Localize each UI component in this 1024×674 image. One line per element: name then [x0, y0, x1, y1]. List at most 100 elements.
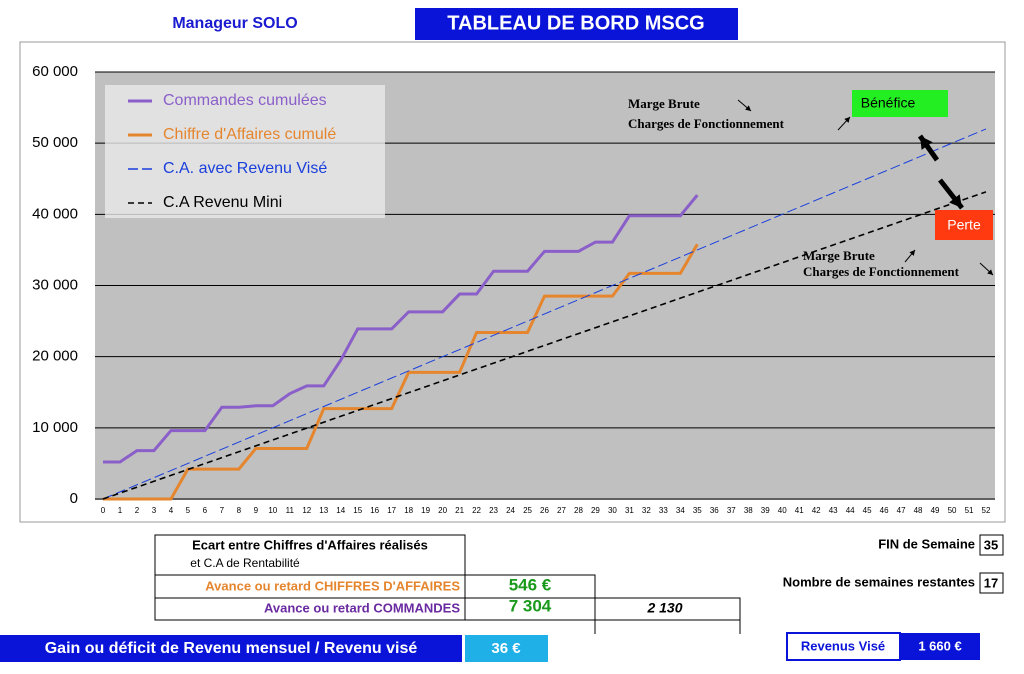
x-tick-label: 34	[676, 506, 685, 515]
cmd-value-2: 2 130	[646, 600, 682, 616]
annotation: Charges de Fonctionnement	[803, 264, 960, 279]
x-tick-label: 35	[693, 506, 702, 515]
x-tick-label: 52	[982, 506, 991, 515]
title: TABLEAU DE BORD MSCG	[447, 12, 704, 34]
series-line	[102, 191, 987, 500]
x-tick-label: 42	[812, 506, 821, 515]
target-value: 1 660 €	[918, 638, 961, 653]
x-tick-label: 2	[135, 506, 140, 515]
week-value: 35	[984, 537, 998, 552]
x-tick-label: 3	[152, 506, 157, 515]
x-tick-label: 48	[914, 506, 923, 515]
legend-label: Commandes cumulées	[163, 92, 327, 109]
x-tick-label: 20	[438, 506, 447, 515]
series-line	[103, 243, 699, 501]
x-tick-label: 25	[523, 506, 532, 515]
x-tick-label: 8	[237, 506, 242, 515]
annotation: Charges de Fonctionnement	[628, 116, 785, 131]
x-tick-label: 37	[727, 506, 736, 515]
week-box	[979, 534, 1004, 556]
x-tick-label: 39	[761, 506, 770, 515]
y-tick-label: 0	[70, 490, 78, 507]
table-cell	[594, 597, 741, 621]
remaining-value: 17	[984, 575, 998, 590]
x-tick-label: 9	[254, 506, 259, 515]
manager-label: Manageur SOLO	[172, 15, 297, 32]
x-tick-label: 30	[608, 506, 617, 515]
target-value-box	[900, 633, 980, 660]
x-tick-label: 18	[404, 506, 413, 515]
gain-bar	[0, 635, 462, 662]
gain-box	[465, 635, 548, 662]
annotation: Bénéfice	[861, 95, 916, 111]
cmd-label: Avance ou retard COMMANDES	[264, 600, 460, 615]
x-tick-label: 41	[795, 506, 804, 515]
remaining-box	[979, 572, 1004, 594]
x-tick-label: 16	[370, 506, 379, 515]
arrow-head	[987, 269, 993, 275]
gain-label: Gain ou déficit de Revenu mensuel / Reve…	[45, 640, 418, 657]
y-tick-label: 10 000	[32, 419, 78, 436]
series-line	[103, 194, 699, 464]
arrow-head	[909, 250, 915, 256]
x-tick-label: 27	[557, 506, 566, 515]
x-tick-label: 10	[268, 506, 277, 515]
gain-value: 36 €	[491, 640, 521, 657]
x-tick-label: 31	[625, 506, 634, 515]
x-tick-label: 22	[472, 506, 481, 515]
x-tick-label: 46	[880, 506, 889, 515]
x-tick-label: 21	[455, 506, 464, 515]
arrow-head	[920, 136, 933, 150]
week-label: FIN de Semaine	[878, 536, 975, 551]
x-tick-label: 13	[319, 506, 328, 515]
summary-table	[154, 534, 741, 634]
target-label: Revenus Visé	[801, 638, 885, 653]
x-tick-label: 38	[744, 506, 753, 515]
x-tick-label: 32	[642, 506, 651, 515]
legend-label: C.A. avec Revenu Visé	[163, 160, 327, 177]
arrow-head	[844, 117, 850, 123]
x-tick-label: 6	[203, 506, 208, 515]
x-tick-label: 5	[186, 506, 191, 515]
arrow-head	[949, 194, 962, 208]
x-tick-label: 23	[489, 506, 498, 515]
x-tick-label: 45	[863, 506, 872, 515]
x-tick-label: 24	[506, 506, 515, 515]
annotation: Marge Brute	[628, 96, 700, 111]
x-tick-label: 43	[829, 506, 838, 515]
remaining-label: Nombre de semaines restantes	[783, 574, 975, 589]
table-header: Ecart entre Chiffres d'Affaires réalisés	[192, 537, 428, 552]
annotation: Perte	[947, 217, 981, 233]
y-tick-label: 60 000	[32, 63, 78, 80]
title-box	[415, 8, 738, 40]
x-tick-label: 26	[540, 506, 549, 515]
x-tick-label: 14	[336, 506, 345, 515]
x-tick-label: 40	[778, 506, 787, 515]
x-tick-label: 36	[710, 506, 719, 515]
x-tick-label: 11	[286, 506, 295, 515]
y-tick-label: 40 000	[32, 205, 78, 222]
x-tick-label: 33	[659, 506, 668, 515]
x-tick-label: 1	[118, 506, 123, 515]
profit-box	[852, 90, 948, 117]
y-tick-label: 50 000	[32, 134, 78, 151]
x-tick-label: 7	[220, 506, 225, 515]
x-tick-label: 28	[574, 506, 583, 515]
ca-value: 546 €	[509, 575, 552, 594]
table-subheader: et C.A de Rentabilité	[190, 556, 300, 570]
x-tick-label: 50	[948, 506, 957, 515]
x-tick-label: 12	[302, 506, 311, 515]
x-tick-label: 15	[353, 506, 362, 515]
x-tick-label: 4	[169, 506, 174, 515]
cmd-value: 7 304	[509, 596, 552, 615]
x-tick-label: 19	[421, 506, 430, 515]
x-tick-label: 0	[101, 506, 106, 515]
arrow-head	[745, 105, 751, 111]
series-line	[102, 128, 987, 500]
loss-box	[935, 210, 993, 240]
ca-label: Avance ou retard CHIFFRES D'AFFAIRES	[205, 578, 460, 593]
legend-label: C.A Revenu Mini	[163, 194, 282, 211]
y-tick-label: 20 000	[32, 348, 78, 365]
legend-box	[105, 85, 385, 218]
